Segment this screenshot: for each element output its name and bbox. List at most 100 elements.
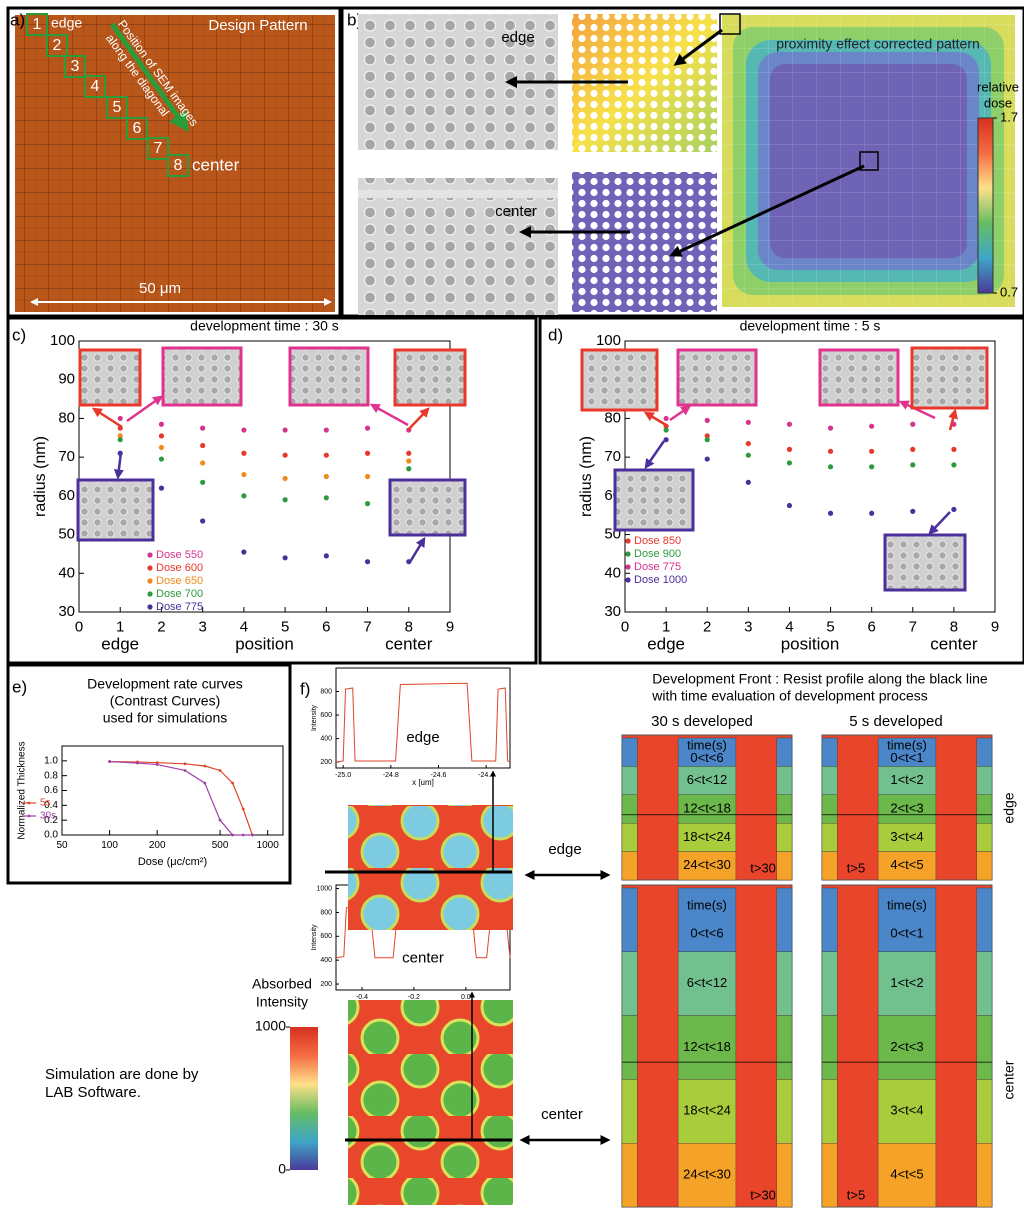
x-tick-label: 1	[662, 619, 670, 636]
front-label: t>5	[847, 860, 865, 875]
sem-inset	[78, 480, 153, 540]
data-point	[705, 437, 710, 442]
data-point	[910, 509, 915, 514]
dose-map-grid	[722, 15, 1015, 307]
legend-label: Dose 550	[156, 549, 203, 561]
data-point	[787, 447, 792, 452]
front-label: 24<t<30	[683, 857, 731, 872]
legend-label: Dose 650	[156, 575, 203, 587]
panel-label: f)	[300, 679, 310, 698]
data-point	[184, 769, 187, 772]
front-band	[777, 888, 792, 952]
sem-image	[358, 178, 558, 315]
data-point	[324, 495, 329, 500]
x-tick-label: 2	[157, 619, 165, 636]
legend-marker	[147, 591, 152, 596]
y-axis-label: Intensity	[311, 924, 318, 951]
row-label: center	[1001, 1060, 1017, 1099]
x-tick-label: 4	[240, 619, 248, 636]
data-point	[664, 416, 669, 421]
data-point	[828, 426, 833, 431]
chart-title: used for simulations	[103, 710, 228, 726]
front-band	[822, 738, 837, 766]
data-point	[200, 460, 205, 465]
front-band	[977, 1143, 992, 1207]
x-tick-label: 5	[826, 619, 834, 636]
data-point	[251, 834, 254, 837]
x-tick-label: 500	[212, 840, 229, 851]
front-band	[622, 1143, 637, 1207]
y-tick-label: 800	[320, 909, 332, 916]
legend-marker	[625, 551, 630, 556]
data-point	[159, 445, 164, 450]
data-point	[242, 834, 245, 837]
data-point	[787, 503, 792, 508]
x-tick-label: 100	[101, 840, 118, 851]
front-label: 2<t<3	[890, 1039, 923, 1054]
front-band	[777, 852, 792, 880]
sem-inset	[820, 350, 898, 405]
data-point	[664, 427, 669, 432]
y-tick-label: 50	[58, 526, 75, 543]
data-point	[406, 458, 411, 463]
data-point	[156, 763, 159, 766]
front-band	[622, 852, 637, 880]
panel-label: e)	[12, 677, 27, 696]
colorbar-label: Absorbed	[252, 976, 312, 992]
data-point	[159, 433, 164, 438]
x-tick-label: 8	[950, 619, 958, 636]
data-point	[746, 420, 751, 425]
panel-label: d)	[548, 325, 563, 344]
front-band	[977, 852, 992, 880]
y-tick-label: 1000	[316, 885, 332, 892]
x-tick-label: 0	[621, 619, 629, 636]
position-number: 7	[154, 140, 163, 157]
front-band	[822, 952, 837, 1016]
data-point	[365, 451, 370, 456]
arrow-label: center	[541, 1106, 583, 1123]
front-label: 3<t<4	[890, 829, 923, 844]
data-point	[951, 447, 956, 452]
x-tick-label: 200	[149, 840, 166, 851]
front-label: 6<t<12	[687, 975, 728, 990]
front-band	[777, 823, 792, 851]
front-band	[777, 952, 792, 1016]
colorbar-label: dose	[984, 95, 1012, 110]
front-label: 2<t<3	[890, 800, 923, 815]
panel-title: Design Pattern	[208, 17, 307, 34]
data-point	[200, 480, 205, 485]
x-tick-label: 4	[785, 619, 793, 636]
colorbar-label: relative	[977, 79, 1019, 94]
data-point	[241, 493, 246, 498]
data-point	[910, 447, 915, 452]
intensity-map	[348, 1000, 513, 1205]
chart-title: Development rate curves	[87, 676, 243, 692]
front-band	[977, 766, 992, 794]
front-label: time(s)	[887, 897, 927, 912]
y-tick-label: 60	[58, 487, 75, 504]
front-band	[622, 795, 637, 823]
sem-inset	[290, 348, 368, 405]
sem-inset	[582, 350, 657, 410]
x-tick-label: 7	[909, 619, 917, 636]
data-point	[203, 782, 206, 785]
x-annotation: edge	[101, 634, 139, 653]
data-point	[283, 453, 288, 458]
y-tick-label: 200	[320, 759, 332, 766]
data-point	[242, 808, 245, 811]
sem-inset	[912, 348, 987, 408]
front-band	[977, 1016, 992, 1080]
note-text: Simulation are done by	[45, 1066, 199, 1083]
y-tick-label: 800	[320, 688, 332, 695]
x-annotation: center	[930, 634, 978, 653]
figure: a)Design Pattern12345678edgecenterPositi…	[0, 0, 1024, 1209]
front-band	[977, 952, 992, 1016]
data-point	[184, 762, 187, 765]
y-tick-label: 30	[58, 603, 75, 620]
x-annotation: edge	[647, 634, 685, 653]
colorbar-tick-label: 1.7	[1000, 109, 1018, 124]
data-point	[910, 422, 915, 427]
data-point	[231, 834, 234, 837]
y-tick-label: 600	[320, 712, 332, 719]
edge-label: edge	[51, 15, 82, 31]
